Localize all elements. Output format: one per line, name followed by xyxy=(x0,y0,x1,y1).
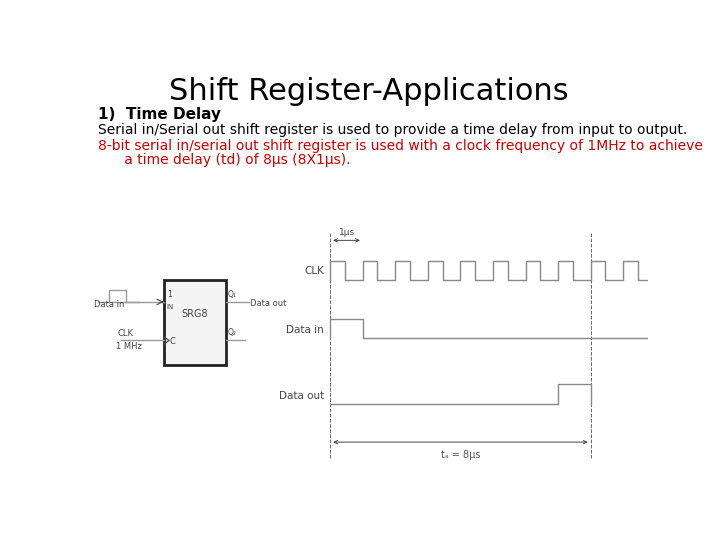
Text: CLK: CLK xyxy=(304,266,324,276)
Text: Q₂: Q₂ xyxy=(228,328,236,338)
Text: 1)  Time Delay: 1) Time Delay xyxy=(98,107,221,123)
Text: 1μs: 1μs xyxy=(338,227,354,237)
Text: Data out: Data out xyxy=(279,391,324,401)
Text: Data in: Data in xyxy=(287,326,324,335)
Text: Data in: Data in xyxy=(94,300,125,309)
Text: IN: IN xyxy=(167,305,174,310)
Text: 1 MHz: 1 MHz xyxy=(117,342,143,351)
Text: 1: 1 xyxy=(167,290,171,299)
Text: tₐ = 8μs: tₐ = 8μs xyxy=(441,450,480,460)
Bar xyxy=(163,280,225,365)
Text: SRG8: SRG8 xyxy=(181,308,208,319)
Text: Q₁: Q₁ xyxy=(228,290,236,299)
Text: Shift Register-Applications: Shift Register-Applications xyxy=(169,77,569,106)
Text: Data out: Data out xyxy=(251,299,287,308)
Text: 8-bit serial in/serial out shift register is used with a clock frequency of 1MHz: 8-bit serial in/serial out shift registe… xyxy=(98,139,703,153)
Text: Serial in/Serial out shift register is used to provide a time delay from input t: Serial in/Serial out shift register is u… xyxy=(98,123,687,137)
Text: CLK: CLK xyxy=(118,329,134,338)
Text: a time delay (td) of 8μs (8X1μs).: a time delay (td) of 8μs (8X1μs). xyxy=(98,152,350,166)
Text: C: C xyxy=(170,337,176,346)
